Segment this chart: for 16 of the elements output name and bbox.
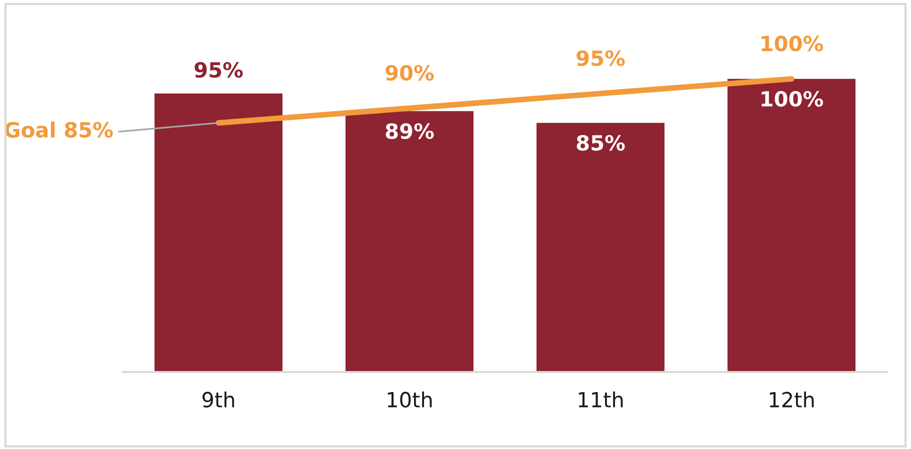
x-tick-label: 12th (770, 391, 814, 408)
data-label: 100% (762, 36, 824, 52)
x-tick-label: 11th (578, 391, 623, 408)
data-label: Goal 85% (4, 122, 113, 138)
bar (536, 122, 664, 372)
data-label: 90% (386, 64, 434, 81)
data-label: 85% (576, 134, 625, 151)
data-label: 100% (762, 90, 824, 107)
bar (346, 111, 474, 372)
data-label: 95% (194, 62, 243, 78)
data-label: 95% (576, 50, 625, 66)
x-tick-label: 10th (388, 391, 432, 408)
x-tick-label: 9th (202, 391, 234, 408)
data-label: 89% (386, 123, 434, 139)
bar (728, 78, 856, 372)
bar (154, 94, 282, 372)
